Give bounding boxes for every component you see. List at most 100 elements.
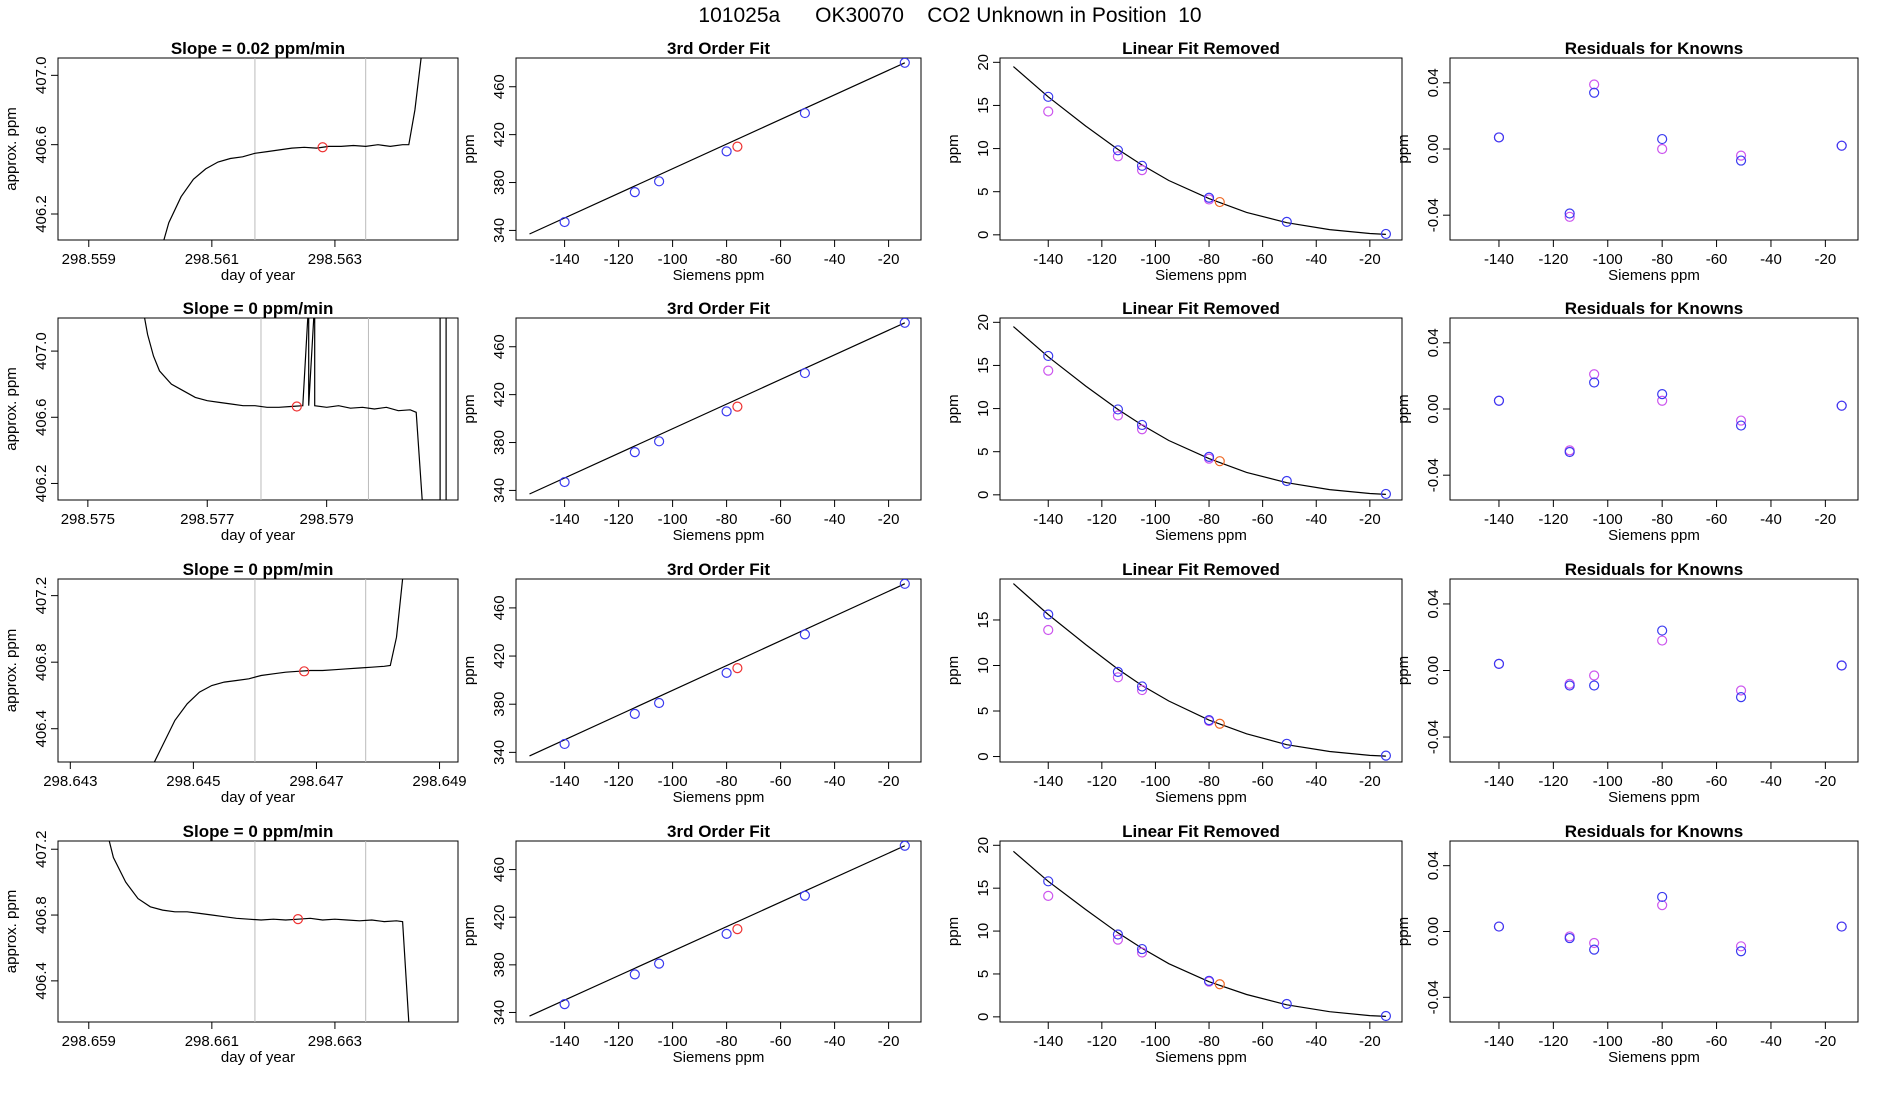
x-tick-label: -60: [1706, 511, 1728, 528]
blue-point: [1380, 488, 1392, 500]
blue-point: [1657, 891, 1668, 903]
blue-point: [1203, 975, 1215, 986]
plot-frame: [999, 840, 1403, 1023]
x-tick-label: -60: [1252, 511, 1274, 528]
y-tick-label: 460: [491, 74, 508, 99]
x-tick-label: -60: [1706, 1033, 1728, 1050]
x-tick-label: 298.579: [300, 511, 354, 528]
violet-point: [1043, 890, 1054, 902]
mean-marker-point: [317, 142, 328, 153]
blue-point: [1380, 750, 1392, 761]
mean-marker-point: [291, 401, 302, 412]
blue-point: [1043, 91, 1054, 102]
x-tick-label: -40: [1760, 773, 1782, 790]
y-tick-label: 0.00: [1425, 394, 1442, 423]
blue-point: [1281, 738, 1292, 749]
blue-point: [653, 697, 665, 709]
blue-point: [1493, 132, 1505, 143]
violet-point: [1735, 941, 1747, 952]
y-tick-label: 20: [975, 837, 992, 854]
y-tick-label: 406.4: [33, 710, 50, 748]
x-tick-label: -140: [1484, 511, 1514, 528]
blue-point: [1493, 395, 1505, 406]
y-tick-label: 0.04: [1425, 851, 1442, 880]
chart-panel: 3rd Order Fit -140 -120 -100 -80 -60 -40 -20 340…: [461, 822, 922, 1066]
violet-point: [1112, 934, 1124, 945]
mean-marker-point: [299, 666, 310, 677]
y-tick-label: 0: [975, 1013, 992, 1021]
x-tick-label: -140: [1033, 773, 1063, 790]
x-axis-label: Siemens ppm: [1608, 1049, 1700, 1066]
plot-area: [1013, 583, 1392, 761]
plot-frame: [515, 840, 922, 1023]
blue-point: [1136, 419, 1148, 431]
blue-point: [629, 708, 640, 719]
x-tick-label: -20: [1359, 1033, 1381, 1050]
x-tick-label: -60: [770, 1033, 792, 1050]
y-tick-label: 460: [491, 857, 508, 882]
x-axis-label: day of year: [221, 789, 295, 806]
plot-area: [1493, 369, 1847, 458]
x-tick-label: -100: [1140, 251, 1170, 268]
y-tick-label: 0: [975, 491, 992, 499]
violet-point: [1735, 150, 1747, 161]
x-tick-label: -60: [1252, 1033, 1274, 1050]
y-tick-label: 10: [975, 400, 992, 417]
chart-panel: Residuals for Knowns -140 -120 -100 -80 -60 -4…: [1395, 39, 1859, 284]
red-point: [732, 401, 743, 412]
violet-point: [1657, 900, 1668, 911]
ppm-trace-line: [143, 318, 447, 500]
x-tick-label: -40: [1305, 251, 1327, 268]
y-tick-label: 0.00: [1425, 134, 1442, 163]
fit-line: [529, 845, 906, 1017]
plot-frame: [57, 840, 459, 1023]
blue-point: [1836, 400, 1847, 411]
blue-point: [799, 107, 811, 119]
chart-title: Residuals for Knowns: [1565, 39, 1744, 58]
x-tick-label: -40: [1760, 1033, 1782, 1050]
blue-point: [1836, 660, 1847, 671]
blue-point: [1589, 87, 1600, 98]
x-tick-label: -120: [1538, 1033, 1568, 1050]
y-tick-label: 0.04: [1425, 328, 1442, 357]
violet-point: [1112, 672, 1124, 683]
y-tick-label: 15: [975, 880, 992, 897]
violet-point: [1657, 635, 1668, 646]
y-tick-label: 15: [975, 97, 992, 114]
x-tick-label: -120: [1538, 251, 1568, 268]
x-tick-label: -80: [1651, 251, 1673, 268]
blue-point: [653, 176, 665, 187]
x-tick-label: -100: [1593, 1033, 1623, 1050]
y-tick-label: -0.04: [1425, 198, 1442, 232]
x-tick-label: -20: [1815, 511, 1837, 528]
plot-area: [529, 579, 910, 757]
y-axis-label: ppm: [945, 656, 962, 685]
blue-point: [1203, 451, 1215, 462]
x-axis-label: Siemens ppm: [1155, 789, 1247, 806]
x-tick-label: 298.577: [180, 511, 234, 528]
blue-point: [1281, 216, 1292, 227]
y-axis-label: ppm: [945, 917, 962, 946]
fit-line: [529, 583, 906, 757]
y-tick-label: 5: [975, 448, 992, 456]
y-axis-label: ppm: [945, 394, 962, 423]
x-tick-label: -120: [604, 1033, 634, 1050]
chart-title: Slope = 0 ppm/min: [183, 560, 334, 579]
y-tick-label: 420: [491, 382, 508, 407]
x-tick-label: -20: [1815, 1033, 1837, 1050]
orange-point: [1214, 718, 1225, 729]
x-tick-label: 298.645: [166, 773, 220, 790]
chart-title: Residuals for Knowns: [1565, 822, 1744, 841]
blue-point: [1136, 160, 1148, 171]
y-tick-label: 20: [975, 314, 992, 331]
y-axis-label: ppm: [1395, 134, 1412, 163]
y-tick-label: 15: [975, 612, 992, 629]
blue-point: [1043, 350, 1054, 362]
x-tick-label: -40: [1760, 511, 1782, 528]
x-tick-label: -40: [824, 1033, 846, 1050]
plot-frame: [515, 317, 922, 501]
ppm-trace-line: [153, 579, 404, 762]
blue-point: [1112, 404, 1124, 415]
y-tick-label: 406.2: [33, 465, 50, 503]
chart-panel: Slope = 0 ppm/min 298.659 298.661 298.663 40…: [3, 822, 459, 1066]
